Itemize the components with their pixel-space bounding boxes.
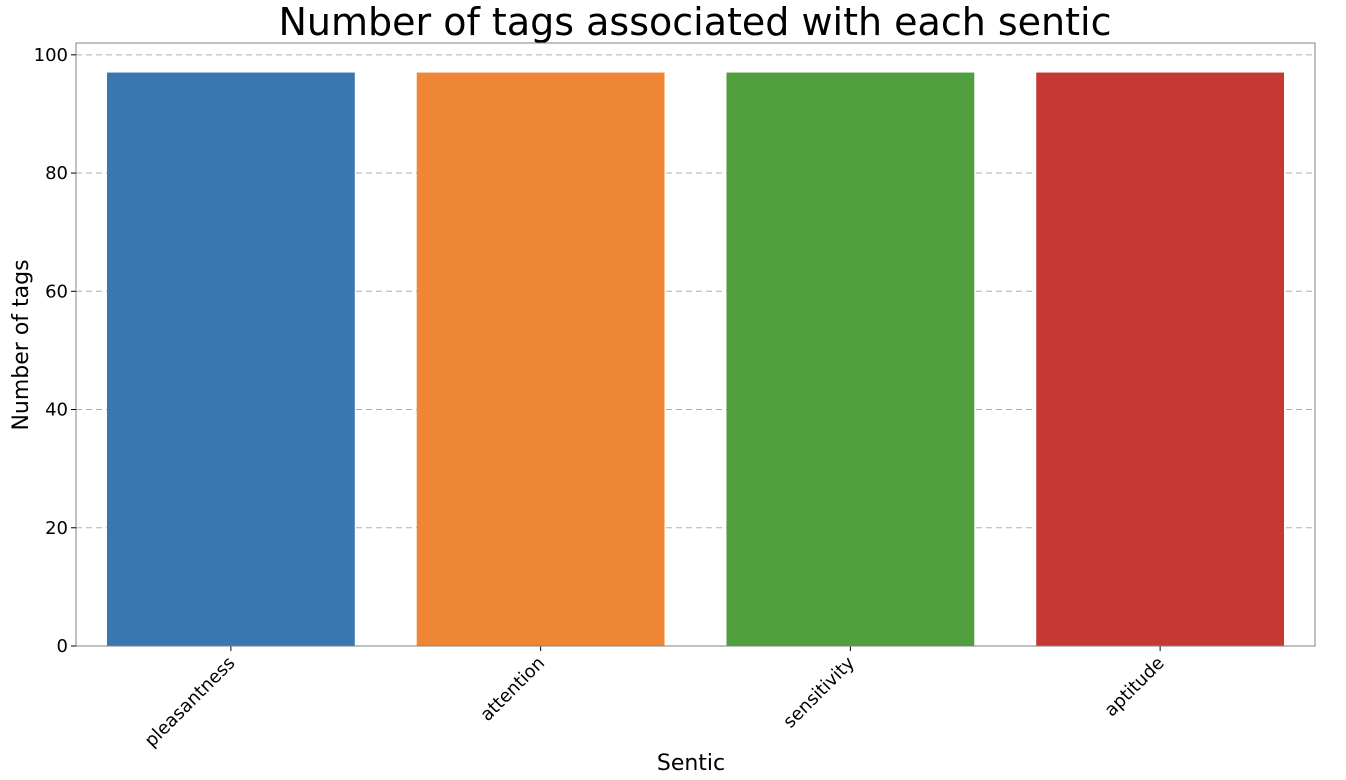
y-tick-label: 0	[57, 636, 68, 657]
x-tick-label: sensitivity	[779, 652, 859, 732]
x-axis-title: Sentic	[657, 751, 725, 776]
bar-sensitivity	[726, 72, 975, 646]
y-tick-label: 100	[34, 45, 68, 66]
bars	[106, 72, 1285, 646]
y-tick-label: 20	[45, 518, 68, 539]
x-tick-label: aptitude	[1100, 653, 1168, 721]
y-tick-label: 80	[45, 163, 68, 184]
x-tick-label: pleasantness	[141, 653, 240, 752]
y-axis-ticks: 0 20 40 60 80 100	[34, 45, 76, 657]
y-tick-label: 60	[45, 281, 68, 302]
bar-aptitude	[1036, 72, 1285, 646]
chart-title: Number of tags associated with each sent…	[279, 0, 1112, 44]
y-tick-label: 40	[45, 400, 68, 421]
y-axis-title: Number of tags	[9, 259, 34, 430]
x-tick-label: attention	[476, 653, 549, 726]
x-axis-ticks: pleasantness attention sensitivity aptitude	[76, 645, 1315, 752]
bar-pleasantness	[106, 72, 355, 646]
bar-attention	[416, 72, 665, 646]
